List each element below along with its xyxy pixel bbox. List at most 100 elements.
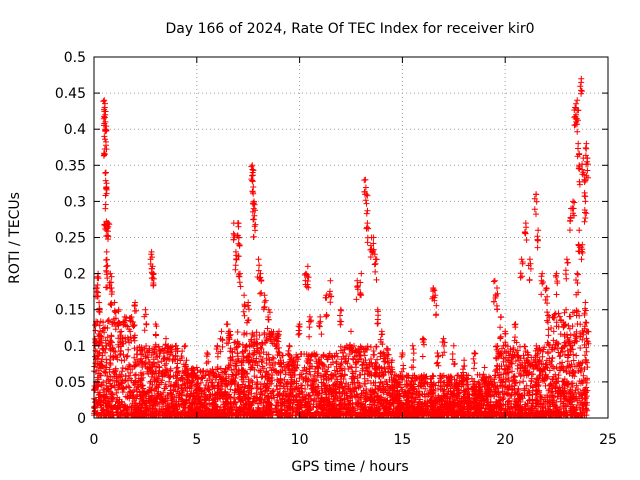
data-point	[126, 384, 133, 391]
data-point	[209, 379, 216, 386]
data-point	[468, 375, 475, 382]
data-point	[168, 348, 175, 355]
data-point	[212, 391, 219, 398]
data-point	[98, 412, 105, 419]
data-point	[215, 371, 222, 378]
data-point	[222, 377, 229, 384]
data-point	[206, 376, 213, 382]
data-point	[209, 402, 216, 409]
data-point	[161, 370, 168, 377]
data-point	[208, 412, 215, 419]
data-point	[162, 371, 169, 378]
data-point	[144, 348, 151, 355]
data-point	[156, 347, 163, 354]
data-point	[146, 405, 152, 411]
data-point	[186, 393, 193, 400]
data-point	[173, 388, 179, 395]
data-point	[118, 379, 125, 386]
data-point	[189, 365, 196, 372]
data-point	[151, 400, 158, 407]
data-point	[167, 368, 174, 375]
data-point	[206, 400, 213, 407]
data-point	[160, 350, 167, 357]
data-point	[117, 339, 124, 346]
data-point	[149, 361, 156, 368]
data-point	[200, 372, 207, 379]
data-point	[173, 369, 180, 376]
data-point	[199, 411, 205, 418]
data-point	[136, 344, 143, 350]
data-point	[176, 390, 183, 397]
data-point	[227, 386, 234, 393]
data-point	[95, 392, 102, 398]
data-point	[105, 317, 112, 323]
data-point	[125, 346, 132, 353]
data-point	[109, 406, 116, 412]
data-point	[160, 356, 167, 362]
data-point	[156, 381, 163, 388]
data-point	[113, 405, 120, 411]
data-point	[164, 367, 171, 374]
data-point	[156, 364, 163, 371]
data-point	[94, 352, 101, 359]
data-point	[114, 356, 121, 363]
data-point	[253, 390, 260, 396]
data-point	[206, 395, 213, 402]
data-point	[104, 318, 111, 325]
data-point	[131, 372, 138, 379]
data-point	[180, 387, 187, 394]
data-point	[126, 339, 132, 346]
data-point	[118, 357, 125, 364]
data-point	[125, 336, 132, 343]
data-point	[189, 392, 196, 399]
data-point	[520, 378, 527, 385]
data-point	[149, 381, 156, 388]
data-point	[175, 394, 182, 401]
data-point	[172, 412, 179, 419]
data-point	[123, 353, 130, 360]
data-point	[134, 391, 141, 398]
data-point	[131, 332, 138, 339]
data-point	[100, 408, 107, 415]
data-point	[154, 391, 161, 397]
data-point	[129, 321, 136, 328]
data-point	[177, 376, 184, 383]
data-point	[130, 323, 137, 330]
data-point	[111, 382, 118, 389]
data-point	[197, 368, 204, 375]
data-point	[143, 406, 150, 413]
data-point	[166, 378, 173, 385]
data-point	[187, 383, 194, 390]
data-point	[122, 406, 129, 413]
data-point	[179, 396, 186, 403]
data-point	[117, 350, 124, 357]
data-point	[107, 360, 114, 367]
chart-title: Day 166 of 2024, Rate Of TEC Index for r…	[165, 21, 534, 37]
data-point	[133, 407, 140, 414]
data-point	[109, 395, 116, 401]
data-point	[125, 372, 132, 379]
data-point	[188, 370, 195, 377]
data-point	[96, 391, 103, 398]
data-point	[197, 404, 204, 411]
data-point	[194, 394, 201, 401]
data-point	[203, 382, 209, 388]
data-point	[130, 335, 137, 342]
data-point	[168, 391, 175, 398]
data-point	[106, 366, 113, 373]
data-point	[109, 412, 116, 419]
data-point	[125, 383, 132, 390]
data-point	[333, 358, 340, 365]
data-point	[158, 396, 165, 403]
data-point	[217, 404, 224, 411]
data-point	[170, 387, 177, 394]
data-point	[201, 385, 208, 392]
data-point	[178, 412, 185, 419]
data-point	[167, 383, 174, 390]
data-point	[126, 361, 132, 368]
data-point	[135, 360, 142, 367]
data-point	[118, 328, 125, 335]
data-point	[181, 343, 188, 350]
data-point	[109, 377, 116, 384]
